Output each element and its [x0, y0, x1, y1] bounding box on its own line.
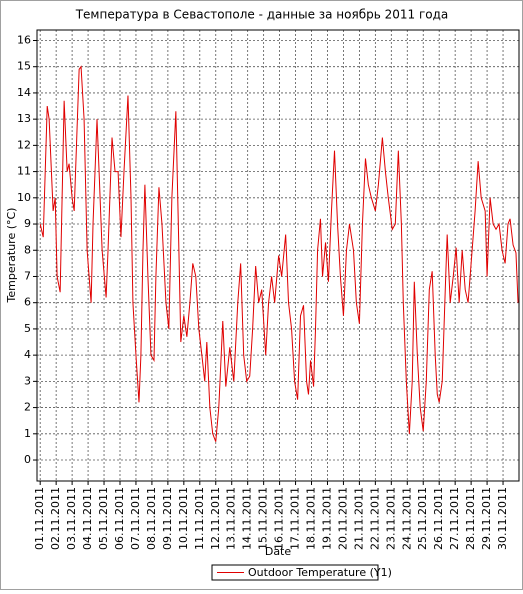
x-tick-label: 01.11.2011: [33, 487, 46, 550]
x-tick-label: 06.11.2011: [113, 487, 126, 550]
y-tick-label: 12: [17, 138, 31, 151]
y-tick-label: 16: [17, 33, 31, 46]
y-tick-label: 1: [24, 427, 31, 440]
y-axis-label: Temperature (°C): [5, 208, 18, 304]
y-tick-label: 7: [24, 269, 31, 282]
x-tick-label: 28.11.2011: [464, 487, 477, 550]
x-tick-label: 20.11.2011: [336, 487, 349, 550]
x-tick-label: 21.11.2011: [352, 487, 365, 550]
plot-border: [36, 29, 520, 482]
x-tick-label: 22.11.2011: [368, 487, 381, 550]
x-tick-label: 27.11.2011: [448, 487, 461, 550]
y-tick-label: 6: [24, 296, 31, 309]
x-tick-label: 08.11.2011: [145, 487, 158, 550]
x-tick-label: 30.11.2011: [496, 487, 509, 550]
y-tick-label: 3: [24, 374, 31, 387]
x-tick-label: 07.11.2011: [129, 487, 142, 550]
x-tick-label: 26.11.2011: [432, 487, 445, 550]
x-tick-label: 18.11.2011: [305, 487, 318, 550]
x-tick-label: 11.11.2011: [193, 487, 206, 550]
y-tick-label: 15: [17, 60, 31, 73]
x-tick-label: 15.11.2011: [257, 487, 270, 550]
x-tick-label: 23.11.2011: [384, 487, 397, 550]
y-tick-label: 5: [24, 322, 31, 335]
legend-box: [211, 564, 379, 581]
x-tick-label: 16.11.2011: [273, 487, 286, 550]
data-line: [39, 65, 519, 442]
x-tick-label: 17.11.2011: [289, 487, 302, 550]
legend-label: Outdoor Temperature (Y1): [248, 566, 392, 579]
x-tick-label: 04.11.2011: [81, 487, 94, 550]
y-tick-label: 11: [17, 165, 31, 178]
y-tick-label: 4: [24, 348, 31, 361]
x-tick-label: 10.11.2011: [177, 487, 190, 550]
x-tick-label: 13.11.2011: [225, 487, 238, 550]
y-tick-label: 0: [24, 453, 31, 466]
x-tick-label: 09.11.2011: [161, 487, 174, 550]
x-tick-label: 19.11.2011: [320, 487, 333, 550]
y-tick-label: 10: [17, 191, 31, 204]
y-tick-label: 2: [24, 401, 31, 414]
x-tick-label: 24.11.2011: [400, 487, 413, 550]
legend: Outdoor Temperature (Y1): [211, 564, 392, 581]
x-axis-label: Date: [265, 545, 292, 558]
x-tick-label: 29.11.2011: [480, 487, 493, 550]
x-tick-label: 12.11.2011: [209, 487, 222, 550]
y-tick-label: 14: [17, 86, 31, 99]
y-tick-label: 13: [17, 112, 31, 125]
x-tick-label: 05.11.2011: [97, 487, 110, 550]
y-tick-label: 9: [24, 217, 31, 230]
x-tick-label: 14.11.2011: [241, 487, 254, 550]
x-tick-label: 03.11.2011: [65, 487, 78, 550]
y-tick-label: 8: [24, 243, 31, 256]
chart-title: Температура в Севастополе - данные за но…: [75, 8, 449, 22]
x-tick-label: 02.11.2011: [49, 487, 62, 550]
x-tick-label: 25.11.2011: [416, 487, 429, 550]
